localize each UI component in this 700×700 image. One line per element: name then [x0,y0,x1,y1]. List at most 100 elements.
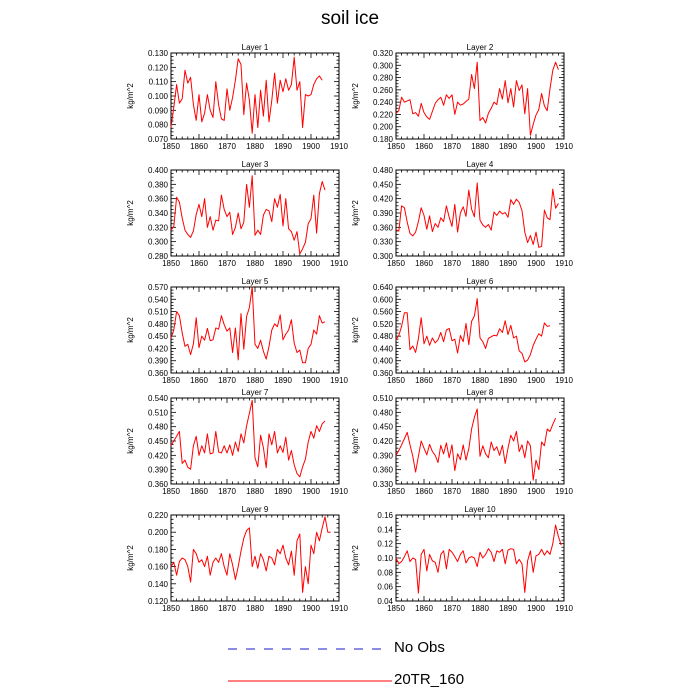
panel-title: Layer 6 [467,277,494,286]
x-tick-label: 1910 [330,142,348,151]
y-tick-label: 0.100 [148,92,169,101]
panel-title: Layer 4 [467,160,494,169]
x-tick-label: 1860 [190,142,208,151]
x-tick-label: 1890 [499,259,517,268]
y-axis-label: kg/m^2 [126,83,135,109]
y-tick-label: 0.160 [148,563,169,572]
x-tick-label: 1880 [471,142,489,151]
y-tick-label: 0.04 [377,597,393,606]
y-tick-label: 0.440 [373,344,394,353]
series-line-20tr-160 [395,408,557,481]
x-tick-label: 1860 [190,487,208,496]
y-tick-label: 0.380 [148,180,169,189]
y-axis-label: kg/m^2 [126,428,135,454]
x-tick-label: 1880 [246,259,264,268]
y-tick-label: 0.360 [373,223,394,232]
x-tick-label: 1860 [190,604,208,613]
panel-layer-4: Layer 4 kg/m^2 1850 1860 1870 1880 1890 1900 191… [351,160,573,268]
x-tick-label: 1890 [499,142,517,151]
y-tick-label: 0.320 [148,223,169,232]
x-tick-label: 1900 [302,376,320,385]
y-tick-label: 0.200 [373,123,394,132]
panel-layer-3: Layer 3 kg/m^2 1850 1860 1870 1880 1890 1900 191… [126,160,348,268]
y-tick-label: 0.420 [373,195,394,204]
x-tick-label: 1860 [190,376,208,385]
x-tick-label: 1900 [527,487,545,496]
panel-layer-7: Layer 7 kg/m^2 1850 1860 1870 1880 1890 1900 191… [126,388,348,496]
y-tick-label: 0.220 [373,110,394,119]
x-tick-label: 1850 [162,487,180,496]
y-axis-label: kg/m^2 [126,317,135,343]
x-tick-label: 1850 [387,142,405,151]
x-tick-label: 1890 [274,142,292,151]
y-tick-label: 0.600 [373,295,394,304]
x-tick-label: 1870 [218,142,236,151]
x-tick-label: 1870 [443,604,461,613]
panel-title: Layer 7 [242,388,269,397]
legend-line-obs [228,648,386,650]
series-line-20tr-160 [170,56,323,134]
series-line-20tr-160 [170,516,331,593]
x-tick-label: 1850 [162,142,180,151]
y-tick-label: 0.300 [148,238,169,247]
y-tick-label: 0.120 [148,597,169,606]
legend-label-obs: No Obs [394,639,445,656]
panel-title: Layer 8 [467,388,494,397]
x-tick-label: 1880 [471,259,489,268]
x-tick-label: 1880 [471,604,489,613]
x-tick-label: 1910 [555,604,573,613]
x-tick-label: 1880 [246,376,264,385]
y-tick-label: 0.360 [148,369,169,378]
x-tick-label: 1860 [415,487,433,496]
y-tick-label: 0.540 [148,295,169,304]
y-tick-label: 0.180 [373,135,394,144]
y-tick-label: 0.390 [148,357,169,366]
y-tick-label: 0.480 [148,423,169,432]
y-axis-label: kg/m^2 [351,200,360,226]
x-tick-label: 1900 [302,487,320,496]
x-tick-label: 1880 [471,487,489,496]
x-tick-label: 1880 [246,142,264,151]
y-tick-label: 0.400 [373,357,394,366]
y-tick-label: 0.360 [148,195,169,204]
panel-layer-5: Layer 5 kg/m^2 1850 1860 1870 1880 1890 1900 191… [126,277,348,385]
y-tick-label: 0.450 [373,180,394,189]
x-tick-label: 1910 [555,142,573,151]
panel-title: Layer 9 [242,505,269,514]
y-tick-label: 0.120 [148,63,169,72]
series-line-20tr-160 [395,182,559,248]
y-axis-label: kg/m^2 [126,200,135,226]
x-tick-label: 1870 [218,259,236,268]
y-tick-label: 0.240 [373,98,394,107]
y-tick-label: 0.450 [373,423,394,432]
y-tick-label: 0.480 [373,332,394,341]
y-tick-label: 0.14 [377,525,393,534]
x-tick-label: 1890 [274,259,292,268]
y-tick-label: 0.640 [373,283,394,292]
y-tick-label: 0.540 [148,394,169,403]
y-tick-label: 0.510 [148,308,169,317]
y-tick-label: 0.420 [148,451,169,460]
y-tick-label: 0.360 [373,369,394,378]
x-tick-label: 1910 [555,487,573,496]
y-tick-label: 0.420 [148,344,169,353]
x-tick-label: 1850 [162,604,180,613]
x-tick-label: 1900 [302,604,320,613]
x-tick-label: 1870 [443,487,461,496]
plot-frame [395,169,565,257]
series-line-20tr-160 [170,175,326,255]
panel-title: Layer 10 [464,505,496,514]
y-tick-label: 0.280 [373,74,394,83]
y-axis-label: kg/m^2 [126,545,135,571]
panel-title: Layer 3 [242,160,269,169]
y-axis-label: kg/m^2 [351,428,360,454]
y-tick-label: 0.260 [373,86,394,95]
x-tick-label: 1870 [218,376,236,385]
y-tick-label: 0.520 [373,320,394,329]
y-tick-label: 0.08 [377,568,393,577]
y-tick-label: 0.360 [148,480,169,489]
panel-title: Layer 2 [467,43,494,52]
x-tick-label: 1910 [555,259,573,268]
x-tick-label: 1870 [443,259,461,268]
